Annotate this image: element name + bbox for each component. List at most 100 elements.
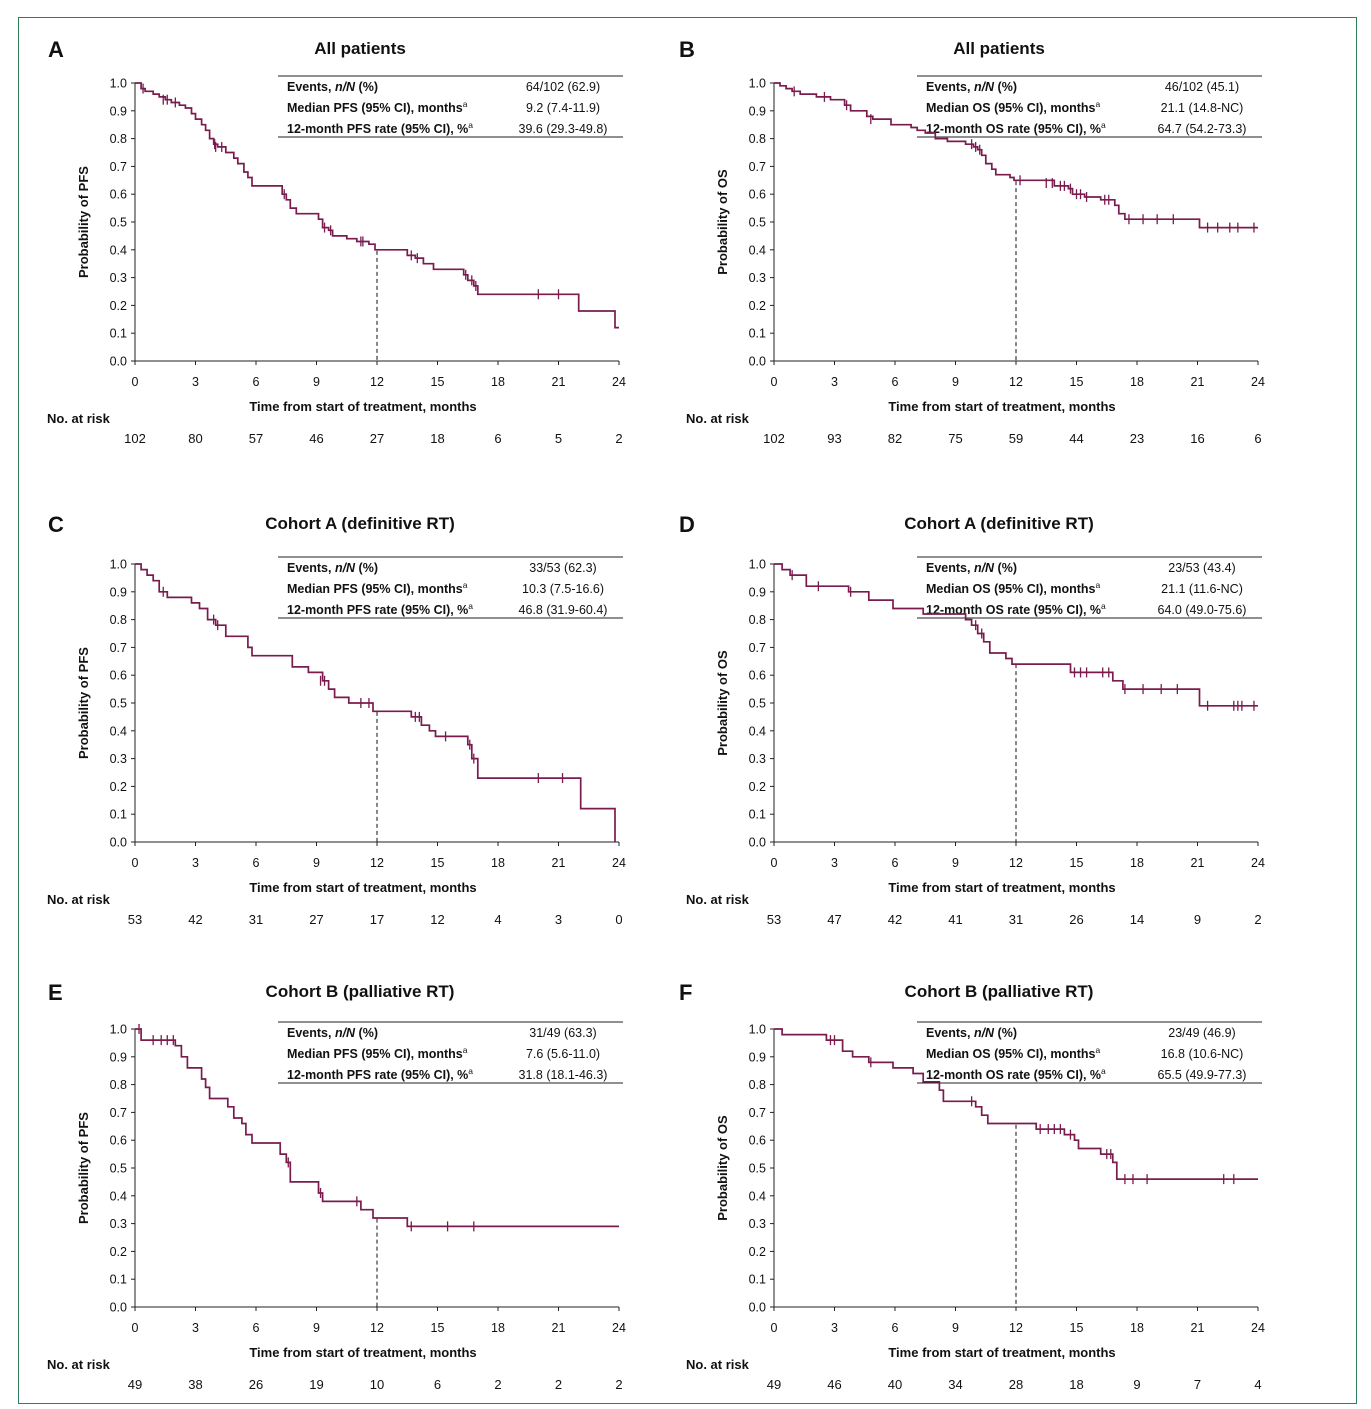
y-tick-label: 0.2 — [110, 1245, 127, 1259]
at-risk-value: 4 — [494, 912, 501, 927]
y-tick-label: 0.6 — [749, 1134, 766, 1148]
y-axis-label: Probability of PFS — [76, 647, 91, 759]
figure-frame — [18, 17, 1357, 1404]
at-risk-value: 75 — [948, 431, 962, 446]
km-curve — [774, 563, 1258, 707]
y-tick-label: 0.5 — [110, 216, 127, 230]
at-risk-value: 102 — [763, 431, 785, 446]
km-curve — [135, 1028, 619, 1228]
at-risk-value: 27 — [309, 912, 323, 927]
x-tick-label: 0 — [132, 856, 139, 870]
at-risk-value: 2 — [615, 431, 622, 446]
x-tick-label: 24 — [612, 1321, 626, 1335]
at-risk-value: 42 — [888, 912, 902, 927]
at-risk-value: 41 — [948, 912, 962, 927]
stats-label: 12-month PFS rate (95% CI), %a — [287, 120, 473, 136]
stats-value: 64.7 (54.2-73.3) — [1158, 122, 1247, 136]
y-axis-label: Probability of OS — [715, 650, 730, 756]
at-risk-value: 5 — [555, 431, 562, 446]
stats-footnote-mark: a — [1101, 120, 1106, 130]
y-tick-label: 0.0 — [749, 1301, 766, 1315]
at-risk-label: No. at risk — [47, 411, 111, 426]
y-tick-label: 1.0 — [749, 77, 766, 91]
panel-letter: A — [48, 37, 64, 62]
at-risk-value: 2 — [555, 1377, 562, 1392]
x-tick-label: 6 — [253, 1321, 260, 1335]
stats-value: 64.0 (49.0-75.6) — [1158, 603, 1247, 617]
y-tick-label: 0.9 — [110, 585, 127, 599]
at-risk-value: 31 — [249, 912, 263, 927]
y-tick-label: 0.5 — [749, 697, 766, 711]
y-tick-label: 0.5 — [110, 697, 127, 711]
stats-label-italic: n/N — [335, 561, 356, 575]
y-tick-label: 0.8 — [749, 132, 766, 146]
stats-value: 10.3 (7.5-16.6) — [522, 582, 604, 596]
at-risk-value: 53 — [767, 912, 781, 927]
at-risk-value: 59 — [1009, 431, 1023, 446]
stats-label-text: 12-month OS rate (95% CI), % — [926, 122, 1101, 136]
stats-footnote-mark: a — [463, 580, 468, 590]
stats-label-text: Events, — [287, 80, 335, 94]
y-axis-label: Probability of PFS — [76, 166, 91, 278]
x-tick-label: 6 — [892, 856, 899, 870]
y-tick-label: 0.0 — [110, 355, 127, 369]
at-risk-value: 3 — [555, 912, 562, 927]
y-tick-label: 0.4 — [749, 724, 766, 738]
stats-label-text: Median OS (95% CI), months — [926, 1047, 1096, 1061]
x-tick-label: 15 — [1070, 375, 1084, 389]
x-tick-label: 24 — [612, 856, 626, 870]
stats-label-text: 12-month PFS rate (95% CI), % — [287, 603, 468, 617]
y-tick-label: 0.2 — [749, 299, 766, 313]
stats-label: 12-month OS rate (95% CI), %a — [926, 601, 1106, 617]
y-tick-label: 0.9 — [749, 1050, 766, 1064]
x-tick-label: 21 — [1191, 856, 1205, 870]
stats-label: Median OS (95% CI), monthsa — [926, 1045, 1100, 1061]
at-risk-value: 16 — [1190, 431, 1204, 446]
at-risk-label: No. at risk — [47, 1357, 111, 1372]
at-risk-value: 42 — [188, 912, 202, 927]
at-risk-value: 46 — [309, 431, 323, 446]
y-tick-label: 0.7 — [110, 160, 127, 174]
x-tick-label: 24 — [1251, 856, 1265, 870]
panel-b: B All patients 0.0 0.1 0.2 0.3 0.4 0.5 0.6 0.7 0.8… — [679, 37, 1265, 446]
x-tick-label: 21 — [552, 856, 566, 870]
x-tick-label: 21 — [552, 1321, 566, 1335]
x-tick-label: 18 — [1130, 375, 1144, 389]
at-risk-value: 26 — [1069, 912, 1083, 927]
stats-footnote-mark: a — [468, 1066, 473, 1076]
y-tick-label: 0.7 — [110, 641, 127, 655]
stats-footnote-mark: a — [463, 1045, 468, 1055]
y-axis-label: Probability of OS — [715, 1115, 730, 1221]
panel-f: F Cohort B (palliative RT) 0.0 0.1 0.2 0.3 0.4… — [679, 980, 1265, 1392]
x-tick-label: 12 — [1009, 375, 1023, 389]
stats-value: 21.1 (14.8-NC) — [1161, 101, 1244, 115]
stats-footnote-mark: a — [1095, 99, 1100, 109]
y-tick-label: 0.7 — [749, 641, 766, 655]
stats-label: 12-month OS rate (95% CI), %a — [926, 1066, 1106, 1082]
x-tick-label: 21 — [1191, 1321, 1205, 1335]
x-axis-label: Time from start of treatment, months — [888, 1345, 1115, 1360]
panel-title: Cohort B (palliative RT) — [266, 982, 455, 1001]
x-tick-label: 3 — [831, 1321, 838, 1335]
y-tick-label: 0.2 — [749, 780, 766, 794]
at-risk-value: 2 — [615, 1377, 622, 1392]
panel-d: D Cohort A (definitive RT) 0.0 0.1 0.2 0.3 0.4… — [679, 512, 1265, 927]
x-tick-label: 0 — [771, 856, 778, 870]
x-tick-label: 12 — [1009, 1321, 1023, 1335]
at-risk-value: 53 — [128, 912, 142, 927]
x-tick-label: 9 — [952, 375, 959, 389]
stats-label-text: Median PFS (95% CI), months — [287, 1047, 463, 1061]
y-tick-label: 0.4 — [110, 243, 127, 257]
x-tick-label: 15 — [1070, 856, 1084, 870]
at-risk-value: 27 — [370, 431, 384, 446]
y-tick-label: 0.2 — [110, 780, 127, 794]
y-tick-label: 0.4 — [110, 1189, 127, 1203]
at-risk-value: 9 — [1194, 912, 1201, 927]
at-risk-value: 26 — [249, 1377, 263, 1392]
y-tick-label: 1.0 — [110, 558, 127, 572]
panel-title: Cohort B (palliative RT) — [905, 982, 1094, 1001]
stats-footnote-mark: a — [468, 120, 473, 130]
at-risk-value: 2 — [494, 1377, 501, 1392]
stats-label: Events, n/N (%) — [926, 561, 1017, 575]
